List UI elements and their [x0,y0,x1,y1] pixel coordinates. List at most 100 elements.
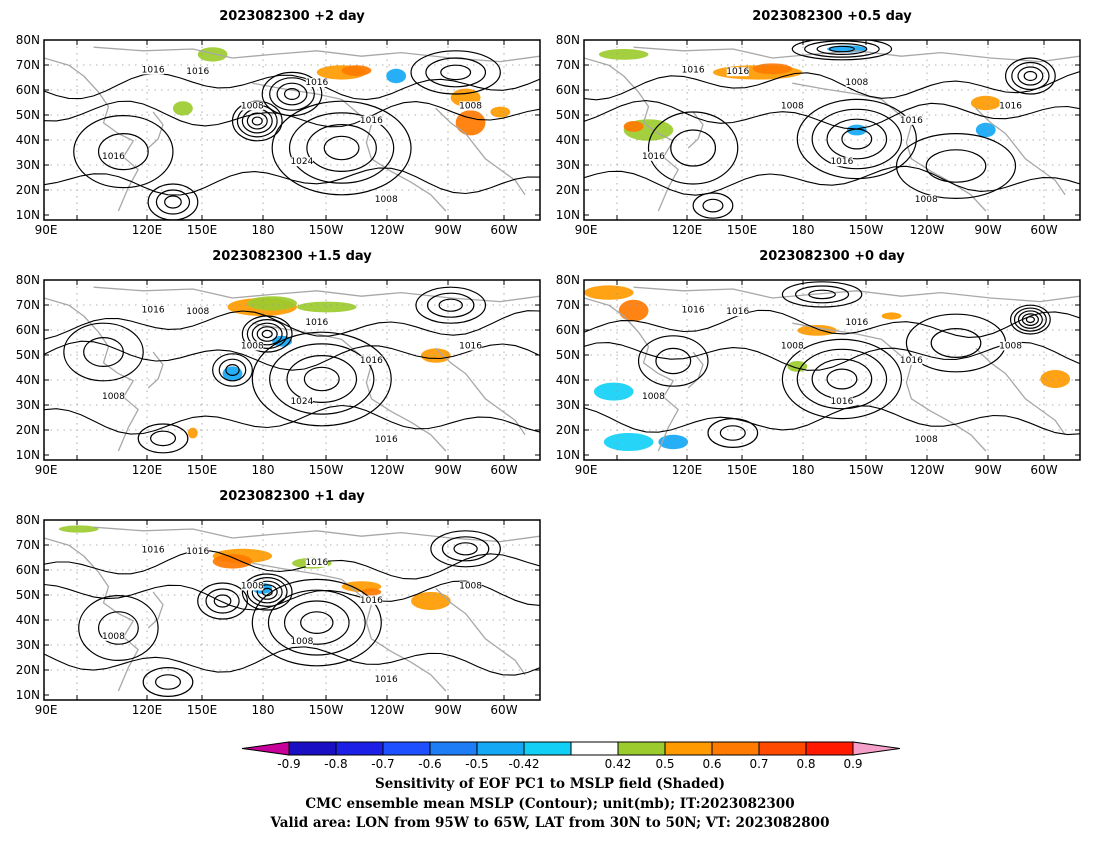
lon-label: 150E [727,463,758,477]
lat-label: 60N [556,323,580,337]
lat-label: 30N [556,398,580,412]
shaded-area [797,325,837,336]
mslp-contours [584,40,1080,219]
lat-label: 70N [16,298,40,312]
lon-label: 150E [187,223,218,237]
lon-label: 120E [672,223,703,237]
lon-label: 120E [132,463,163,477]
lat-label: 70N [16,538,40,552]
colorbar-swatch [805,741,854,756]
lat-label: 10N [556,208,580,222]
colorbar-swatch [711,741,760,756]
lon-label: 60W [490,703,517,717]
lon-label: 60W [1030,223,1057,237]
lat-label: 70N [556,58,580,72]
colorbar-swatch [570,741,619,756]
lon-label: 90E [575,223,598,237]
contour-label: 1016 [360,356,383,366]
shaded-area [361,588,382,596]
shaded-area [386,68,407,84]
contour-label: 1016 [142,305,165,315]
colorbar-swatch [664,741,713,756]
shaded-area [618,299,649,322]
lat-label: 20N [16,423,40,437]
lat-label: 80N [16,33,40,47]
colorbar-label: 0.42 [605,757,632,771]
contour-label: 1016 [642,152,665,162]
lat-label: 60N [16,563,40,577]
lat-label: 40N [16,133,40,147]
shaded-area [172,101,193,116]
sensitivity-shading [58,525,451,610]
lat-label: 20N [556,423,580,437]
panel-title: 2023082300 +2 day [219,9,365,24]
map-frame [583,279,1081,461]
mslp-contours [44,286,540,454]
contour-label: 1016 [830,157,853,167]
lon-label: 180 [792,223,815,237]
mslp-contours [584,281,1080,449]
lon-label: 150E [727,223,758,237]
lat-label: 50N [16,348,40,362]
contour-label: 1016 [186,67,209,77]
lat-label: 80N [16,273,40,287]
map-frame [43,39,541,221]
lon-label: 90E [35,223,58,237]
map-panel-3: 2023082300 +0 day 1016 1016 1008 1016 1016 100… [556,249,1081,477]
map-frame [43,279,541,461]
lat-label: 80N [556,273,580,287]
contour-label: 1008 [781,341,804,351]
lon-label: 150W [849,223,884,237]
shaded-area [584,285,634,300]
contour-label: 1016 [375,435,398,445]
colorbar-label: 0.5 [655,757,674,771]
contour-label: 1024 [290,157,313,167]
shaded-area [341,65,372,76]
lat-label: 10N [16,688,40,702]
map-frame [43,519,541,701]
colorbar-label: -0.9 [277,757,300,771]
colorbar-label: 0.8 [796,757,815,771]
contour-label: 1016 [305,78,328,88]
lon-label: 120E [132,703,163,717]
shaded-area [197,47,228,62]
panel-title: 2023082300 +0 day [759,249,905,264]
coastlines [44,46,540,212]
contour-label: 1008 [375,195,398,205]
panel-title: 2023082300 +0.5 day [752,9,912,24]
colorbar-label: -0.42 [508,757,539,771]
lon-label: 60W [490,223,517,237]
contour-label: 1016 [142,65,165,75]
map-frame [583,39,1081,221]
lon-label: 120W [370,703,405,717]
lat-label: 30N [556,158,580,172]
map-panel-1: 2023082300 +0.5 day 1016 1016 1008 1008 1016 1… [556,9,1081,237]
colorbar-label: -0.8 [324,757,347,771]
lat-label: 20N [556,183,580,197]
colorbar: -0.9 -0.8 -0.7 -0.6 -0.5 -0.42 0.42 0.5 0.6 0.7 0.… [241,741,901,771]
shaded-area [623,121,644,132]
lon-label: 180 [252,223,275,237]
lat-label: 10N [556,448,580,462]
shaded-area [593,382,634,401]
contour-label: 1016 [360,116,383,126]
colorbar-label: 0.6 [702,757,721,771]
lon-label: 60W [1030,463,1057,477]
caption-line-2: CMC ensemble mean MSLP (Contour); unit(m… [305,795,795,812]
lat-label: 20N [16,183,40,197]
lon-label: 90E [35,703,58,717]
mslp-contours [44,50,540,220]
lon-label: 180 [792,463,815,477]
lat-label: 80N [16,513,40,527]
shaded-area [296,301,357,313]
colorbar-label: 0.9 [843,757,862,771]
contour-label: 1008 [186,307,209,317]
shaded-area [187,427,198,439]
shaded-area [881,312,902,320]
colorbar-label: -0.5 [465,757,488,771]
lon-label: 90W [974,223,1001,237]
lat-label: 40N [556,133,580,147]
lon-label: 90W [434,703,461,717]
lon-label: 90E [35,463,58,477]
